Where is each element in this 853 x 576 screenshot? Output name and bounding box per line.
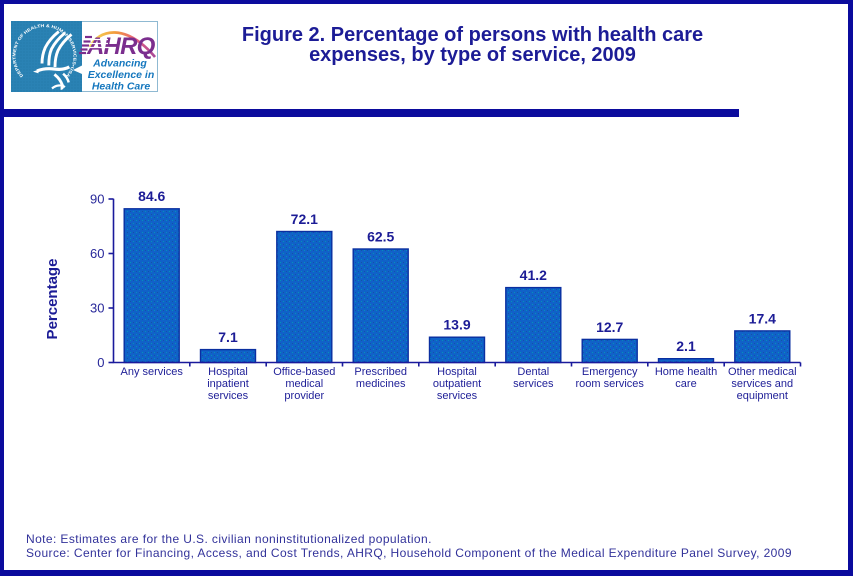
svg-text:41.2: 41.2 <box>520 267 547 283</box>
svg-text:12.7: 12.7 <box>596 319 623 335</box>
svg-text:2.1: 2.1 <box>676 338 696 354</box>
svg-text:72.1: 72.1 <box>291 211 318 227</box>
svg-text:7.1: 7.1 <box>218 329 238 345</box>
svg-text:Excellence in: Excellence in <box>88 69 155 81</box>
svg-text:17.4: 17.4 <box>749 311 776 327</box>
svg-text:90: 90 <box>90 192 104 207</box>
svg-text:Health Care: Health Care <box>92 81 151 93</box>
svg-text:84.6: 84.6 <box>138 188 165 204</box>
svg-text:13.9: 13.9 <box>443 317 470 333</box>
svg-text:60: 60 <box>90 246 104 261</box>
svg-text:AHRQ: AHRQ <box>86 33 156 60</box>
svg-text:30: 30 <box>90 301 104 316</box>
svg-text:62.5: 62.5 <box>367 229 394 245</box>
svg-text:0: 0 <box>97 355 104 370</box>
svg-text:Any services: Any services <box>121 366 184 378</box>
svg-text:Advancing: Advancing <box>92 58 147 70</box>
svg-text:Percentage: Percentage <box>44 259 61 340</box>
